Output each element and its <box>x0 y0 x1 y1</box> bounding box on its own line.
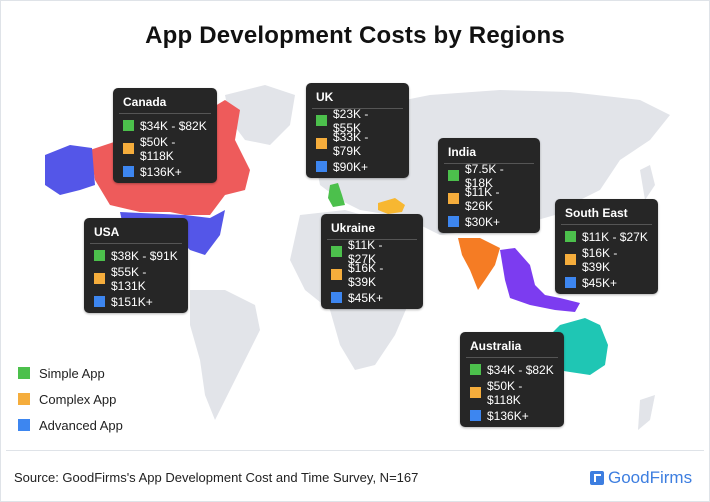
simple-cost: $23K - $55K <box>333 106 369 135</box>
region-name: India <box>444 138 534 164</box>
region-box-usa: USA $38K - $91K $55K - $131K $151K+ <box>84 218 188 313</box>
complex-swatch-icon <box>94 273 105 284</box>
complex-cost: $50K - $118K <box>487 378 523 407</box>
simple-swatch-icon <box>316 115 327 126</box>
advanced-cost: $30K+ <box>465 214 501 229</box>
simple-swatch-icon <box>18 367 30 379</box>
advanced-swatch-icon <box>94 296 105 307</box>
simple-swatch-icon <box>94 250 105 261</box>
simple-swatch-icon <box>565 231 576 242</box>
complex-swatch-icon <box>316 138 327 149</box>
complex-swatch-icon <box>448 193 459 204</box>
source-note: Source: GoodFirms's App Development Cost… <box>14 470 419 485</box>
legend-label: Complex App <box>39 391 117 407</box>
region-india <box>458 238 500 290</box>
region-name: Ukraine <box>327 214 417 240</box>
region-alaska <box>45 145 95 195</box>
complex-swatch-icon <box>331 269 342 280</box>
advanced-cost-row: $136K+ <box>113 160 217 183</box>
simple-cost: $34K - $82K <box>140 118 207 133</box>
advanced-cost-row: $45K+ <box>555 271 658 294</box>
region-box-uk: UK $23K - $55K $33K - $79K $90K+ <box>306 83 409 178</box>
footer-divider <box>6 450 704 451</box>
advanced-cost: $90K+ <box>333 159 369 174</box>
complex-cost: $50K - $118K <box>140 134 176 163</box>
complex-swatch-icon <box>565 254 576 265</box>
advanced-cost: $136K+ <box>140 164 182 179</box>
logo-text: GoodFirms <box>608 468 693 487</box>
region-name: South East <box>561 199 652 225</box>
simple-cost-row: $7.5K - $18K <box>438 161 540 190</box>
region-name: Canada <box>119 88 211 114</box>
region-box-ukraine: Ukraine $11K - $27K $16K - $39K $45K+ <box>321 214 423 309</box>
simple-cost-row: $11K - $27K <box>321 237 423 266</box>
advanced-cost: $136K+ <box>487 408 529 423</box>
advanced-cost-row: $45K+ <box>321 286 423 309</box>
advanced-swatch-icon <box>448 216 459 227</box>
legend-item-complex: Complex App <box>18 386 123 412</box>
goodfirms-logo-icon <box>590 471 604 485</box>
simple-cost: $38K - $91K <box>111 248 178 263</box>
complex-cost-row: $50K - $118K <box>460 378 564 407</box>
simple-cost-row: $23K - $55K <box>306 106 409 135</box>
complex-cost-row: $55K - $131K <box>84 264 188 293</box>
legend-label: Simple App <box>39 365 105 381</box>
legend-item-simple: Simple App <box>18 360 123 386</box>
page-title: App Development Costs by Regions <box>145 22 565 49</box>
simple-swatch-icon <box>123 120 134 131</box>
region-southeast <box>500 248 580 312</box>
simple-cost-row: $34K - $82K <box>460 358 564 381</box>
simple-cost: $11K - $27K <box>582 229 648 244</box>
advanced-swatch-icon <box>18 419 30 431</box>
advanced-swatch-icon <box>470 410 481 421</box>
simple-swatch-icon <box>448 170 459 181</box>
legend: Simple App Complex App Advanced App <box>18 360 123 438</box>
complex-swatch-icon <box>470 387 481 398</box>
advanced-cost: $45K+ <box>348 290 384 305</box>
region-name: Australia <box>466 332 558 358</box>
advanced-swatch-icon <box>331 292 342 303</box>
complex-cost-row: $50K - $118K <box>113 134 217 163</box>
advanced-cost-row: $30K+ <box>438 210 540 233</box>
simple-cost: $34K - $82K <box>487 362 554 377</box>
region-ukraine <box>378 198 405 214</box>
complex-cost: $55K - $131K <box>111 264 147 293</box>
region-box-india: India $7.5K - $18K $11K - $26K $30K+ <box>438 138 540 233</box>
complex-cost-row: $33K - $79K <box>306 129 409 158</box>
advanced-cost: $45K+ <box>582 275 618 290</box>
complex-cost-row: $16K - $39K <box>321 260 423 289</box>
complex-cost: $16K - $39K <box>582 245 618 274</box>
legend-label: Advanced App <box>39 417 123 433</box>
region-uk <box>328 183 345 207</box>
advanced-cost-row: $136K+ <box>460 404 564 427</box>
simple-swatch-icon <box>331 246 342 257</box>
goodfirms-logo: GoodFirms <box>590 468 692 488</box>
simple-cost: $7.5K - $18K <box>465 161 504 190</box>
region-name: USA <box>90 218 182 244</box>
complex-cost-row: $16K - $39K <box>555 245 658 274</box>
advanced-cost-row: $90K+ <box>306 155 409 178</box>
complex-cost-row: $11K - $26K <box>438 184 540 213</box>
advanced-swatch-icon <box>565 277 576 288</box>
advanced-cost: $151K+ <box>111 294 153 309</box>
region-box-southeast: South East $11K - $27K $16K - $39K $45K+ <box>555 199 658 294</box>
simple-cost-row: $11K - $27K <box>555 225 658 248</box>
complex-swatch-icon <box>123 143 134 154</box>
region-name: UK <box>312 83 403 109</box>
simple-cost-row: $38K - $91K <box>84 244 188 267</box>
advanced-swatch-icon <box>316 161 327 172</box>
region-box-canada: Canada $34K - $82K $50K - $118K $136K+ <box>113 88 217 183</box>
advanced-cost-row: $151K+ <box>84 290 188 313</box>
simple-swatch-icon <box>470 364 481 375</box>
legend-item-advanced: Advanced App <box>18 412 123 438</box>
complex-swatch-icon <box>18 393 30 405</box>
advanced-swatch-icon <box>123 166 134 177</box>
simple-cost-row: $34K - $82K <box>113 114 217 137</box>
complex-cost: $11K - $26K <box>465 184 500 213</box>
region-box-australia: Australia $34K - $82K $50K - $118K $136K… <box>460 332 564 427</box>
simple-cost: $11K - $27K <box>348 237 383 266</box>
complex-cost: $16K - $39K <box>348 260 384 289</box>
complex-cost: $33K - $79K <box>333 129 369 158</box>
